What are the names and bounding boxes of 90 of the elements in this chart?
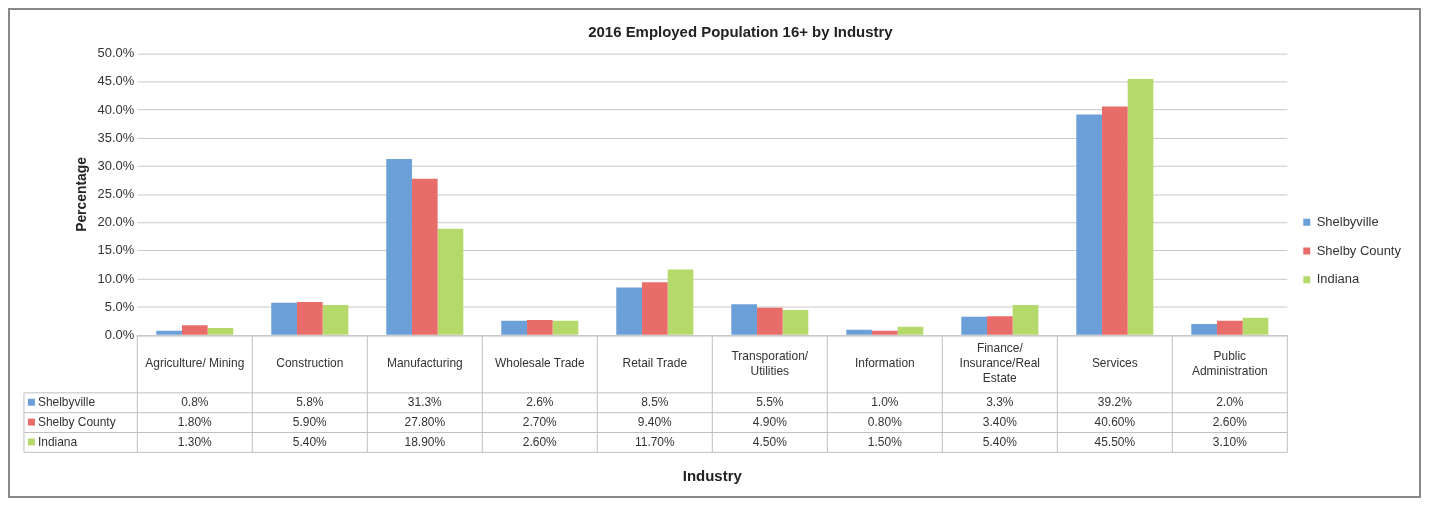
data-label: 5.90% <box>292 414 328 429</box>
data-label: 5.40% <box>292 434 328 449</box>
data-label: 0.80% <box>867 414 903 429</box>
data-label: 1.0% <box>871 395 899 410</box>
bar <box>1012 304 1039 335</box>
bar <box>1242 317 1269 335</box>
bar <box>1127 78 1154 335</box>
data-label: 31.3% <box>407 395 443 410</box>
bar <box>501 320 527 335</box>
y-axis-title: Percentage <box>73 156 90 232</box>
y-tick-label: 30.0% <box>97 157 135 173</box>
y-tick-label: 10.0% <box>97 270 135 286</box>
data-label: 0.8% <box>181 395 209 410</box>
data-label: 3.3% <box>986 395 1014 410</box>
y-tick-label: 0.0% <box>104 326 135 342</box>
data-label: 5.8% <box>296 395 324 410</box>
bar <box>667 269 694 335</box>
legend-label: Shelbyville <box>37 395 96 410</box>
bar <box>1191 324 1217 335</box>
bar <box>641 282 668 335</box>
data-label: 5.40% <box>982 434 1018 449</box>
data-label: 1.50% <box>867 434 903 449</box>
bar <box>731 304 757 335</box>
data-label: 9.40% <box>637 414 673 429</box>
legend-label: Shelby County <box>1316 242 1402 258</box>
x-tick-label: Agriculture/ Mining <box>145 356 245 371</box>
y-tick-label: 20.0% <box>97 214 135 230</box>
data-label: 8.5% <box>641 395 669 410</box>
y-tick-label: 40.0% <box>97 101 135 117</box>
data-label: 27.80% <box>404 414 446 429</box>
data-label: 5.5% <box>756 395 784 410</box>
bar <box>181 325 208 335</box>
text: Indiana <box>37 434 78 449</box>
data-label: 18.90% <box>404 434 446 449</box>
data-label: 2.60% <box>1212 414 1248 429</box>
bar <box>756 307 783 335</box>
data-label: 1.30% <box>177 434 213 449</box>
x-tick-label: Services <box>1091 356 1138 371</box>
y-tick-label: 50.0% <box>97 45 135 61</box>
y-tick-label: 45.0% <box>97 73 135 89</box>
data-label: 2.6% <box>526 395 554 410</box>
bar <box>437 228 464 335</box>
y-tick-label: 25.0% <box>97 186 135 202</box>
bar <box>1076 114 1102 335</box>
x-tick-label: Transporation/ Utilities <box>731 348 809 378</box>
data-label: 4.90% <box>752 414 788 429</box>
data-label: 2.0% <box>1216 395 1244 410</box>
data-label: 2.60% <box>522 434 558 449</box>
data-label: 4.50% <box>752 434 788 449</box>
bar <box>897 326 924 335</box>
bar <box>1101 106 1128 335</box>
x-tick-label: Wholesale Trade <box>494 356 586 371</box>
bar <box>411 178 438 335</box>
bar <box>871 330 898 335</box>
x-tick-label: Construction <box>276 356 344 371</box>
y-tick-label: 35.0% <box>97 129 135 145</box>
data-label: 11.70% <box>634 434 676 449</box>
data-label: 45.50% <box>1094 434 1136 449</box>
y-tick-label: 5.0% <box>104 298 135 314</box>
bar <box>846 329 872 335</box>
bar <box>961 316 987 335</box>
x-tick-label: Public Administration <box>1191 348 1268 378</box>
data-label: 39.2% <box>1097 395 1133 410</box>
text: Shelbyville <box>1316 213 1379 229</box>
x-tick-label: Retail Trade <box>622 356 688 371</box>
bar <box>1216 320 1243 335</box>
bar <box>616 287 642 335</box>
bar <box>156 330 182 335</box>
bar <box>207 328 234 335</box>
bar <box>986 316 1013 335</box>
bar <box>271 302 297 335</box>
legend-label: Indiana <box>1316 271 1361 287</box>
bar <box>296 302 323 335</box>
bar <box>386 158 412 335</box>
chart-title: 2016 Employed Population 16+ by Industry <box>588 23 894 40</box>
data-label: 3.10% <box>1212 434 1248 449</box>
y-tick-label: 15.0% <box>97 242 135 258</box>
data-label: 3.40% <box>982 414 1018 429</box>
bar <box>552 320 579 335</box>
bar <box>322 304 349 335</box>
data-label: 40.60% <box>1094 414 1136 429</box>
bar <box>526 320 553 335</box>
text: Shelby County <box>37 414 116 429</box>
x-tick-label: Manufacturing <box>386 356 463 371</box>
x-tick-label: Finance/ Insurance/Real Estate <box>959 341 1041 386</box>
bar <box>782 309 809 335</box>
data-label: 1.80% <box>177 414 213 429</box>
data-label: 2.70% <box>522 414 558 429</box>
x-tick-label: Information <box>854 356 915 371</box>
text: Industry <box>682 468 743 485</box>
